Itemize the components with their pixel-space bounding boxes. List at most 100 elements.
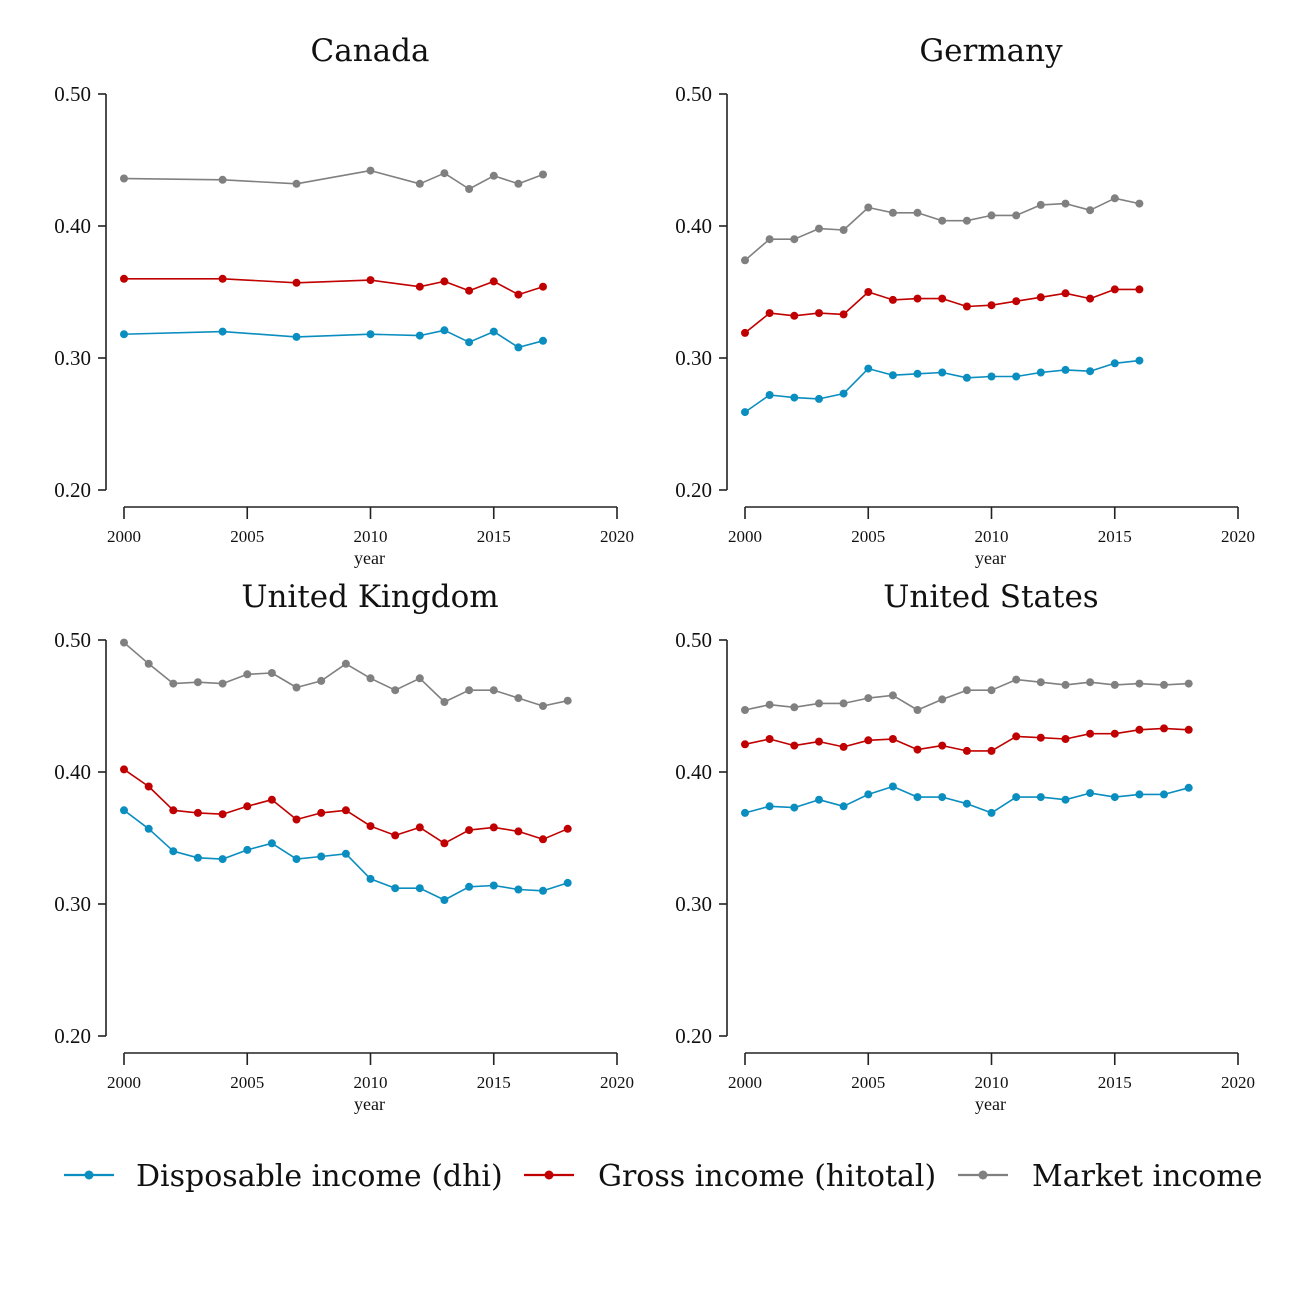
data-point — [962, 302, 971, 311]
series-line — [123, 641, 568, 707]
data-point — [440, 277, 449, 286]
data-point — [243, 802, 252, 811]
series-disposable-income-dhi — [741, 782, 1193, 817]
data-point — [415, 179, 424, 188]
y-tick-label: 0.40 — [675, 760, 712, 784]
y-tick-label: 0.40 — [54, 214, 91, 238]
data-point — [938, 216, 947, 225]
data-point — [888, 735, 897, 743]
data-point — [465, 882, 474, 891]
legend-item-hitotal: Gross income (hitotal) — [524, 1159, 936, 1194]
data-point — [765, 235, 774, 244]
data-point — [563, 824, 572, 833]
data-point — [415, 884, 424, 893]
data-point — [741, 740, 749, 749]
x-tick-label: 2015 — [477, 527, 511, 546]
data-point — [962, 373, 971, 382]
panel-title: United States — [883, 579, 1098, 615]
data-point — [440, 169, 449, 178]
data-point — [1012, 372, 1021, 381]
data-point — [815, 224, 823, 233]
data-point — [938, 695, 947, 704]
data-point — [120, 274, 128, 283]
data-point — [539, 886, 547, 895]
data-point — [888, 691, 897, 700]
data-point — [888, 295, 897, 304]
y-tick-label: 0.40 — [675, 214, 712, 238]
data-point — [1061, 680, 1070, 689]
y-tick-label: 0.20 — [54, 478, 91, 502]
data-point — [913, 706, 922, 714]
data-point — [1036, 293, 1045, 302]
data-point — [1086, 678, 1095, 687]
data-point — [193, 853, 202, 862]
data-point — [539, 282, 547, 291]
y-tick-label: 0.30 — [54, 892, 91, 916]
panel-canada: Canada 0.20 0.30 0.40 0.50 2000 2005 2010 2015 20… — [54, 33, 634, 568]
data-point — [1086, 294, 1095, 303]
data-point — [1110, 793, 1119, 802]
data-point — [1036, 793, 1045, 802]
data-point — [514, 179, 523, 188]
data-point — [839, 699, 848, 708]
data-point — [790, 741, 799, 750]
data-point — [440, 698, 449, 706]
data-point — [1135, 725, 1144, 734]
data-point — [465, 185, 474, 193]
data-point — [1135, 679, 1144, 688]
panel-united-states: United States 0.20 0.30 0.40 0.50 2000 2005 201… — [675, 579, 1255, 1114]
data-point — [913, 793, 922, 802]
data-point — [1036, 733, 1045, 742]
data-point — [741, 256, 749, 265]
series-line — [744, 785, 1189, 814]
y-tick-label: 0.20 — [675, 478, 712, 502]
panel-germany: Germany 0.20 0.30 0.40 0.50 2000 2005 2010 2015 2… — [675, 33, 1255, 568]
data-point — [489, 686, 498, 695]
data-point — [440, 896, 449, 904]
x-axis-label: year — [354, 548, 385, 568]
data-point — [489, 277, 498, 286]
data-point — [1184, 783, 1193, 792]
data-point — [563, 878, 572, 887]
data-point — [539, 835, 547, 844]
data-point — [741, 808, 749, 817]
data-point — [1135, 199, 1144, 208]
data-point — [1135, 285, 1144, 294]
data-point — [292, 683, 301, 692]
data-point — [1086, 367, 1095, 376]
data-point — [913, 294, 922, 303]
series-line — [123, 329, 544, 349]
data-point — [292, 179, 301, 188]
panel-title: United Kingdom — [241, 579, 498, 615]
data-point — [341, 849, 350, 858]
data-point — [913, 208, 922, 217]
data-point — [1012, 675, 1021, 684]
data-point — [169, 806, 178, 815]
data-point — [1036, 368, 1045, 377]
data-point — [292, 278, 301, 287]
x-tick-label: 2000 — [107, 1073, 141, 1092]
data-point — [292, 332, 301, 341]
x-tick-label: 2010 — [975, 1073, 1009, 1092]
y-tick-label: 0.50 — [54, 82, 91, 106]
series-market-income — [741, 194, 1144, 265]
data-point — [218, 327, 227, 336]
x-tick-label: 2015 — [477, 1073, 511, 1092]
x-tick-label: 2010 — [354, 527, 388, 546]
legend-item-dhi: Disposable income (dhi) — [64, 1159, 503, 1194]
data-point — [539, 336, 547, 345]
data-point — [1012, 211, 1021, 220]
data-point — [1160, 680, 1168, 689]
x-axis-label: year — [975, 1094, 1006, 1114]
y-tick-label: 0.40 — [54, 760, 91, 784]
data-point — [864, 364, 873, 373]
y-tick-label: 0.30 — [54, 346, 91, 370]
data-point — [120, 765, 128, 774]
data-point — [790, 311, 799, 320]
data-point — [1061, 365, 1070, 374]
data-point — [1086, 729, 1095, 738]
data-point — [938, 793, 947, 802]
data-point — [765, 802, 774, 811]
data-point — [366, 330, 375, 339]
data-point — [864, 694, 873, 703]
